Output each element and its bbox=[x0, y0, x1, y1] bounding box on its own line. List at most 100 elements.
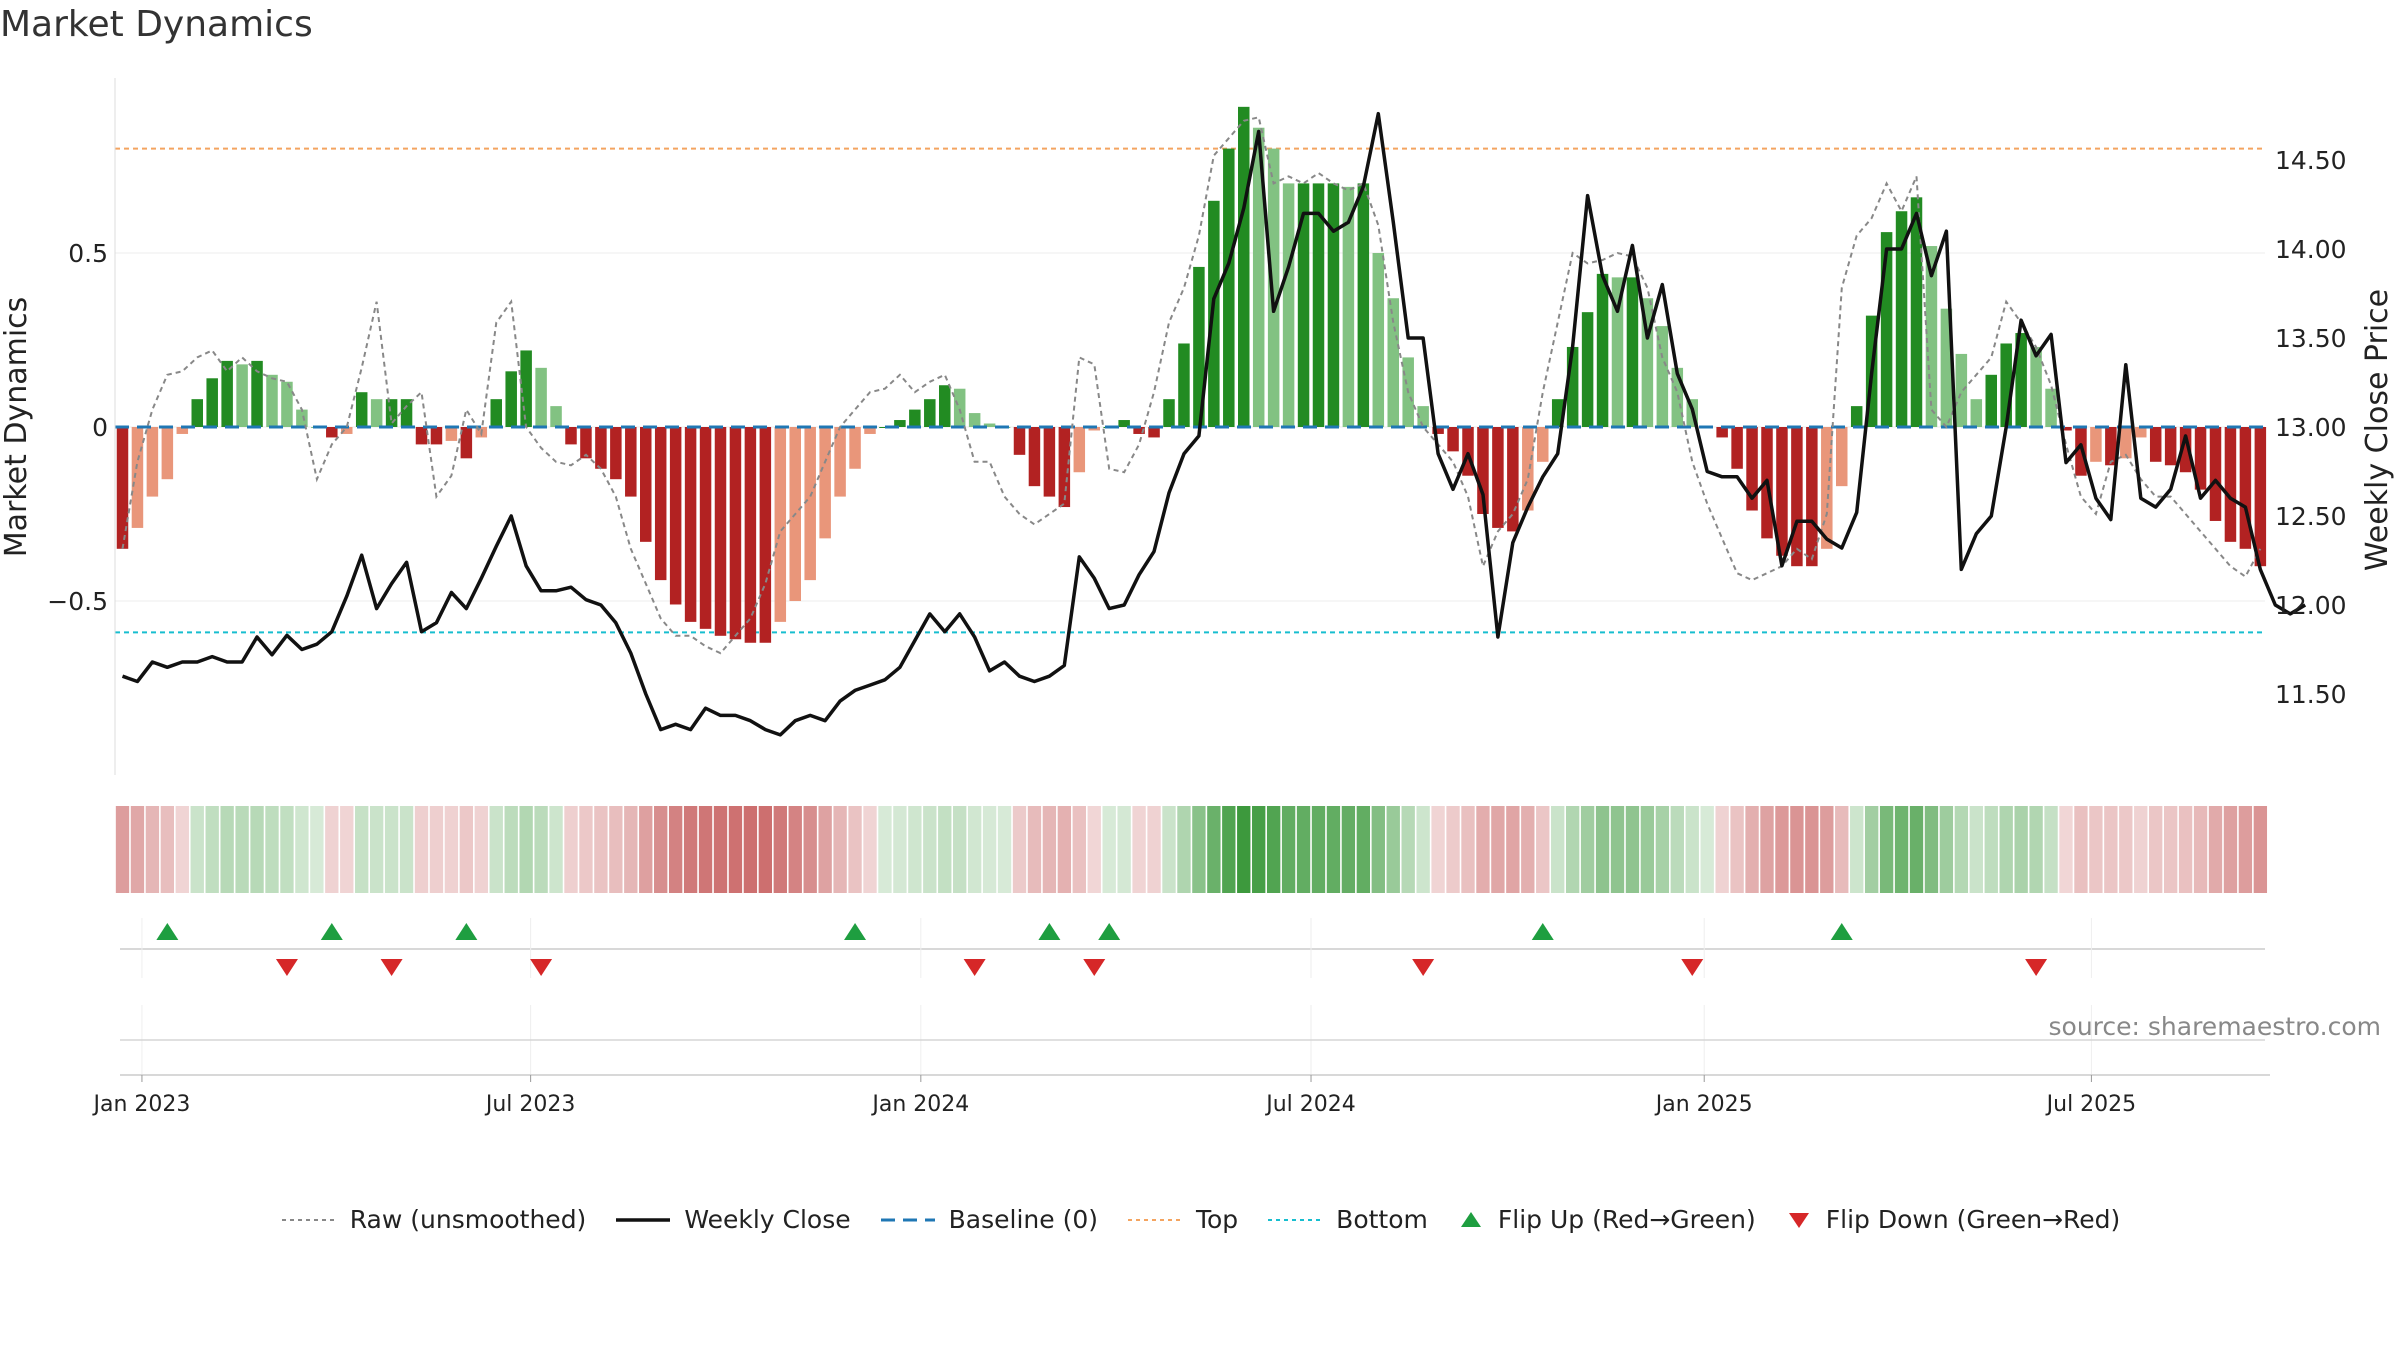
x-tick-label: Jan 2025 bbox=[1654, 1092, 1753, 1117]
bar bbox=[400, 399, 413, 427]
heat-cell bbox=[1057, 806, 1072, 893]
heat-cell bbox=[205, 806, 219, 893]
heat-cell bbox=[1700, 806, 1714, 893]
bar bbox=[864, 427, 876, 434]
heat-cell bbox=[1341, 806, 1356, 893]
bar bbox=[1940, 308, 1953, 427]
heat-cell bbox=[1521, 806, 1535, 893]
bar bbox=[1596, 273, 1609, 427]
heat-cell bbox=[1027, 806, 1042, 893]
bar bbox=[1791, 427, 1803, 567]
heat-cell bbox=[1551, 806, 1565, 893]
bar bbox=[1223, 148, 1235, 427]
bar bbox=[1043, 427, 1056, 497]
bar bbox=[1626, 277, 1639, 427]
flip-down-marker bbox=[380, 959, 403, 976]
heat-cell bbox=[1565, 806, 1580, 893]
bar bbox=[191, 399, 203, 427]
bar bbox=[939, 385, 951, 427]
legend: Raw (unsmoothed) Weekly Close Baseline (0)… bbox=[0, 1205, 2400, 1234]
heat-cell bbox=[2208, 806, 2223, 893]
bar bbox=[415, 427, 428, 445]
heat-cell bbox=[1835, 806, 1849, 893]
page-title: Market Dynamics bbox=[0, 4, 313, 45]
bar bbox=[146, 427, 159, 497]
heat-strip bbox=[115, 806, 2268, 893]
heat-cell bbox=[938, 806, 952, 893]
heat-cell bbox=[1192, 806, 1206, 893]
heat-cell bbox=[325, 806, 339, 893]
heat-cell bbox=[2014, 806, 2028, 893]
heat-cell bbox=[250, 806, 264, 893]
bar bbox=[2090, 427, 2102, 462]
heat-cell bbox=[848, 806, 862, 893]
heat-cell bbox=[295, 806, 309, 893]
bar bbox=[968, 413, 981, 427]
bar bbox=[684, 427, 697, 622]
source-note: source: sharemaestro.com bbox=[2048, 1012, 2382, 1041]
flip-down-marker bbox=[2025, 959, 2048, 976]
heat-cell bbox=[459, 806, 474, 893]
heat-cell bbox=[1954, 806, 1969, 893]
heat-cell bbox=[923, 806, 937, 893]
bar bbox=[580, 427, 592, 459]
y2-tick-label: 14.50 bbox=[2275, 146, 2347, 175]
bar bbox=[1178, 343, 1190, 427]
flip-up-marker bbox=[320, 923, 343, 940]
heat-cell bbox=[594, 806, 608, 893]
bar bbox=[625, 427, 637, 497]
flip-down-marker bbox=[530, 959, 553, 976]
heat-cell bbox=[2238, 806, 2253, 893]
legend-label: Bottom bbox=[1336, 1205, 1428, 1234]
bar bbox=[236, 364, 248, 427]
bar bbox=[699, 427, 712, 629]
legend-item-top: Top bbox=[1126, 1205, 1238, 1234]
heat-cell bbox=[1147, 806, 1161, 893]
heat-cell bbox=[1042, 806, 1057, 893]
bar bbox=[1850, 406, 1863, 427]
heat-cell bbox=[1790, 806, 1804, 893]
heat-cell bbox=[1984, 806, 1998, 893]
bar bbox=[1910, 197, 1923, 427]
heat-cell bbox=[175, 806, 189, 893]
bar bbox=[2135, 427, 2147, 438]
heat-cell bbox=[2223, 806, 2238, 893]
heat-cell bbox=[1222, 806, 1236, 893]
y2-tick-label: 12.50 bbox=[2275, 502, 2347, 531]
heat-cell bbox=[1281, 806, 1296, 893]
heat-cell bbox=[235, 806, 249, 893]
heat-cell bbox=[1446, 806, 1460, 893]
y2-tick-label: 13.00 bbox=[2275, 413, 2347, 442]
legend-item-raw: Raw (unsmoothed) bbox=[280, 1205, 586, 1234]
bar bbox=[2149, 427, 2162, 462]
bar bbox=[849, 427, 861, 469]
bar bbox=[326, 427, 338, 438]
heat-cell bbox=[1775, 806, 1789, 893]
heat-cell bbox=[2074, 806, 2088, 893]
heat-cell bbox=[1909, 806, 1924, 893]
heat-cell bbox=[519, 806, 533, 893]
bar bbox=[1746, 427, 1758, 511]
legend-item-bottom: Bottom bbox=[1266, 1205, 1428, 1234]
bar bbox=[370, 399, 383, 427]
heat-cell bbox=[1386, 806, 1400, 893]
bar bbox=[1238, 106, 1250, 427]
heat-cell bbox=[743, 806, 758, 893]
heat-cell bbox=[833, 806, 847, 893]
bar bbox=[1252, 127, 1265, 427]
y-tick-label: 0 bbox=[92, 413, 108, 442]
flip-up-marker bbox=[156, 923, 179, 940]
heat-cell bbox=[2044, 806, 2058, 893]
heat-cell bbox=[1162, 806, 1176, 893]
bar bbox=[281, 381, 293, 427]
heat-cell bbox=[190, 806, 204, 893]
bar bbox=[1088, 427, 1100, 431]
y2-axis-title: Weekly Close Price bbox=[2360, 289, 2395, 571]
heat-cell bbox=[1894, 806, 1909, 893]
bar bbox=[490, 399, 502, 427]
bar bbox=[1462, 427, 1474, 476]
bar bbox=[1357, 183, 1370, 427]
heat-cell bbox=[1072, 806, 1086, 893]
legend-label: Weekly Close bbox=[684, 1205, 851, 1234]
heat-cell bbox=[1939, 806, 1954, 893]
